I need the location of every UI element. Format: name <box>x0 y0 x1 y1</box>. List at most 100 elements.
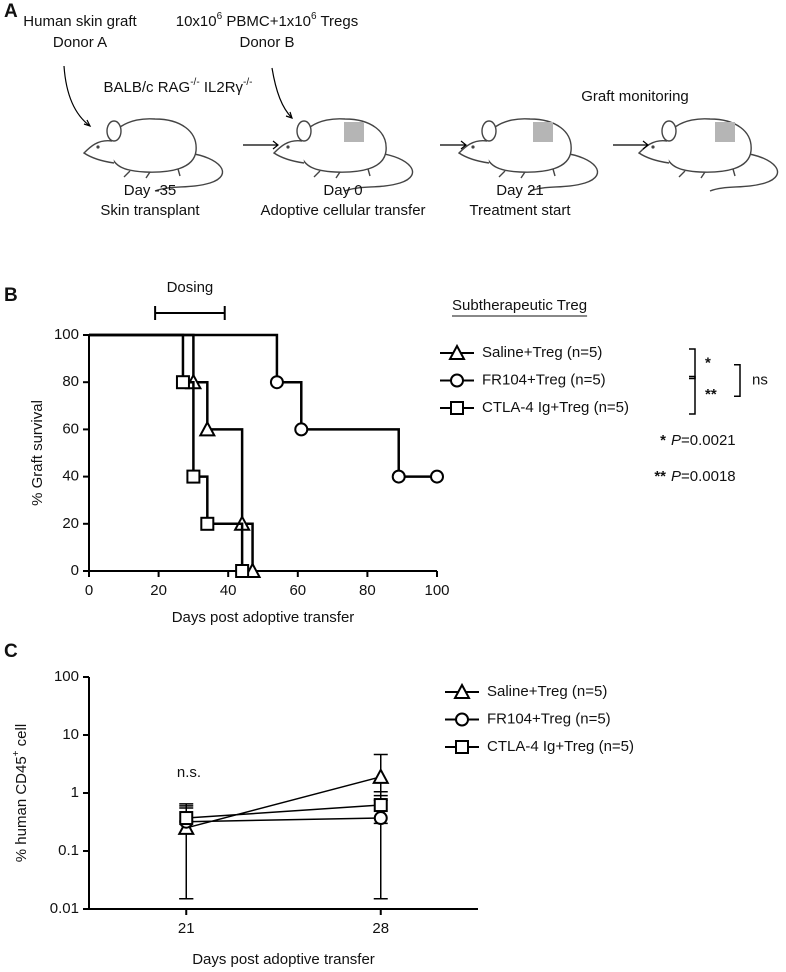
panel-label: C <box>4 641 18 662</box>
series-line <box>186 817 381 823</box>
marker <box>373 811 388 826</box>
marker <box>294 422 309 437</box>
mouse <box>273 118 414 192</box>
step-event: Skin transplant <box>100 202 200 219</box>
p-stars: * <box>660 432 666 449</box>
mouse <box>638 118 779 192</box>
p-text: =0.0021 <box>681 432 736 449</box>
series-line <box>186 804 381 819</box>
graft <box>344 122 364 142</box>
p-value: P=0.0021 <box>671 432 736 449</box>
x-axis-label: Days post adoptive transfer <box>172 609 355 626</box>
marker <box>269 375 284 390</box>
mouse <box>458 118 599 192</box>
y-tick-label: 100 <box>54 668 79 685</box>
legend-label: Saline+Treg (n=5) <box>482 344 602 361</box>
arrow <box>613 140 649 150</box>
text-segment: cell <box>13 724 30 751</box>
label: Human skin graft <box>23 13 137 30</box>
marker <box>198 420 216 437</box>
legend-label: FR104+Treg (n=5) <box>482 371 606 388</box>
y-tick-label: 0 <box>71 562 79 579</box>
y-axis-label: % Graft survival <box>29 400 46 506</box>
y-tick-label: 80 <box>62 373 79 390</box>
arrow-head <box>83 119 92 128</box>
diagram <box>63 65 779 192</box>
text-segment: BALB/c RAG <box>104 79 191 96</box>
text-segment: -/- <box>190 77 199 88</box>
y-tick-label: 1 <box>71 784 79 801</box>
survival-line <box>89 333 244 571</box>
text-segment: + <box>11 750 22 756</box>
graft <box>715 122 735 142</box>
text-segment: Tregs <box>317 13 359 30</box>
label: Donor A <box>53 34 107 51</box>
arrow <box>63 65 91 127</box>
dosing-bar <box>154 306 226 320</box>
label: BALB/c RAG-/- IL2Rγ-/- <box>104 77 253 96</box>
text-segment: -/- <box>243 77 252 88</box>
x-tick-label: 21 <box>178 920 195 937</box>
x-tick-label: 100 <box>424 582 449 599</box>
step-day: Day -35 <box>124 182 177 199</box>
marker <box>179 811 194 826</box>
legend-label: CTLA-4 Ig+Treg (n=5) <box>482 399 629 416</box>
survival-line <box>89 333 437 478</box>
step-day: Day 21 <box>496 182 544 199</box>
text-segment: PBMC+1x10 <box>222 13 311 30</box>
marker <box>372 767 390 784</box>
x-tick-label: 20 <box>150 582 167 599</box>
series-line <box>186 776 381 829</box>
bracket <box>689 348 696 380</box>
step-day: Day 0 <box>323 182 362 199</box>
arrows <box>63 65 649 150</box>
annotation: n.s. <box>177 764 201 781</box>
y-tick-label: 100 <box>54 326 79 343</box>
legend-label: Saline+Treg (n=5) <box>487 683 607 700</box>
label: 10x106 PBMC+1x106 Tregs <box>176 11 358 30</box>
mouse <box>83 118 224 192</box>
graft <box>533 122 553 142</box>
label: Donor B <box>239 34 294 51</box>
marker <box>186 469 201 484</box>
y-tick-label: 20 <box>62 515 79 532</box>
marker <box>455 712 469 727</box>
x-axis-label: Days post adoptive transfer <box>192 951 375 968</box>
x-tick-label: 60 <box>289 582 306 599</box>
marker <box>430 469 444 484</box>
step-event: Adoptive cellular transfer <box>260 202 425 219</box>
p-stars: ** <box>654 468 666 485</box>
label: Graft monitoring <box>581 88 689 105</box>
text-segment: % human CD45 <box>13 756 30 862</box>
legend-label: CTLA-4 Ig+Treg (n=5) <box>487 738 634 755</box>
survival-line <box>89 333 254 571</box>
text-segment: IL2Rγ <box>200 79 244 96</box>
arrow <box>243 140 279 150</box>
text-segment: 10x10 <box>176 13 217 30</box>
bracket <box>689 375 696 415</box>
marker <box>450 401 464 415</box>
dosing-label: Dosing <box>167 279 214 296</box>
legend-label: FR104+Treg (n=5) <box>487 710 611 727</box>
legend-title: Subtherapeutic Treg <box>452 297 587 314</box>
significance: * <box>705 355 711 372</box>
arrow-head <box>285 111 293 119</box>
marker <box>455 740 469 754</box>
p-italic: P <box>671 468 681 485</box>
marker <box>391 469 406 484</box>
marker <box>373 798 388 813</box>
y-axis-label: % human CD45+ cell <box>11 724 30 862</box>
marker <box>453 682 471 699</box>
x-tick-label: 28 <box>372 920 389 937</box>
marker <box>175 375 190 390</box>
text-segment: 6 <box>311 11 317 22</box>
significance: ns <box>752 371 768 388</box>
significance: ** <box>705 386 717 403</box>
marker <box>235 564 250 578</box>
y-tick-label: 40 <box>62 468 79 485</box>
marker <box>200 516 215 531</box>
bracket <box>734 364 741 397</box>
text-segment: 6 <box>217 11 223 22</box>
arrow <box>440 140 467 150</box>
